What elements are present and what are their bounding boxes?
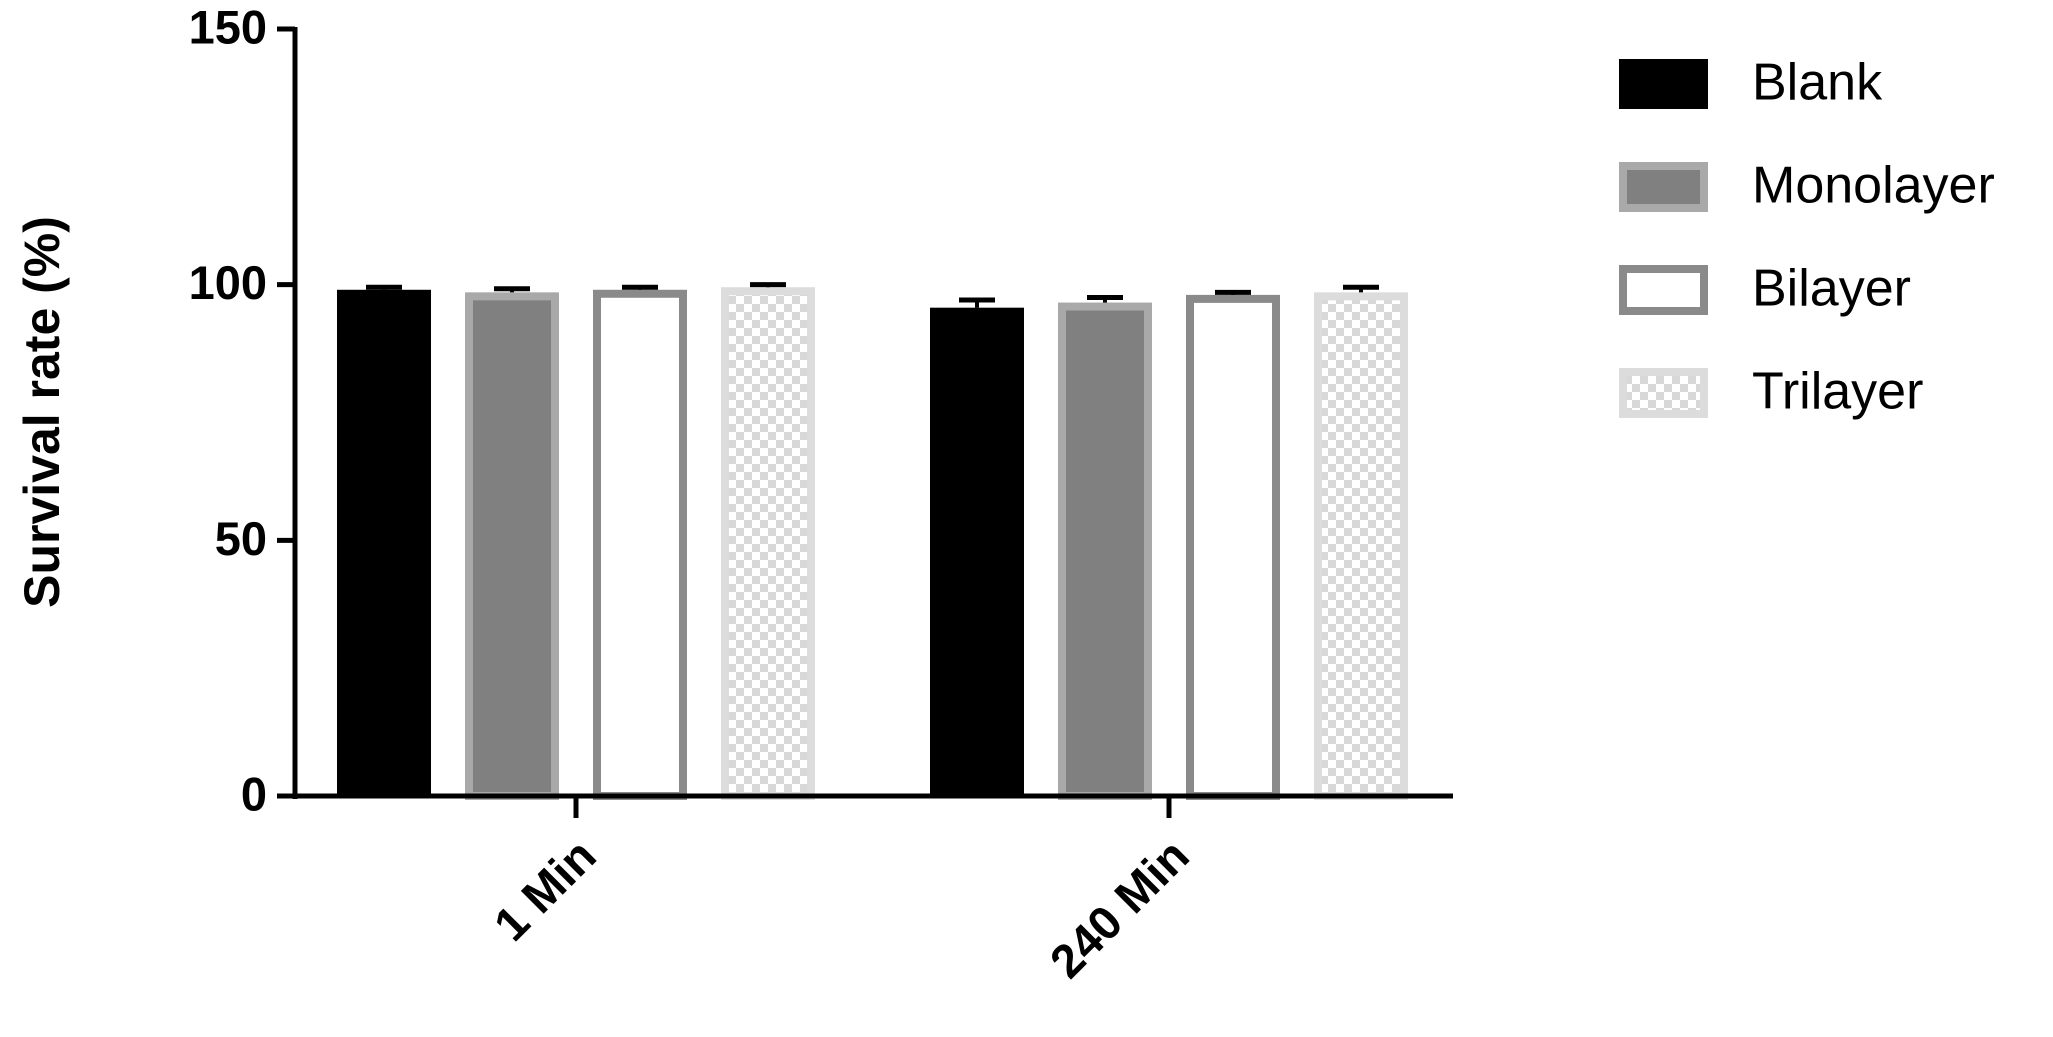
y-tick-label: 0 [241, 767, 267, 820]
bar [721, 287, 815, 800]
y-tick-label: 100 [189, 256, 267, 309]
legend-label: Blank [1752, 54, 1883, 112]
bar [1314, 292, 1408, 800]
y-axis-title: Survival rate (%) [14, 216, 70, 608]
bar [930, 307, 1024, 796]
error-bar [494, 286, 530, 293]
error-bar [1087, 294, 1123, 303]
x-tick-label: 240 Min [1039, 828, 1198, 987]
legend-swatch [1619, 162, 1708, 212]
legend-label: Trilayer [1752, 363, 1923, 421]
bar [1186, 294, 1280, 800]
error-bar [622, 284, 658, 290]
y-tick-label: 50 [215, 512, 267, 565]
legend-label: Bilayer [1752, 260, 1911, 318]
legend-swatch [1619, 265, 1708, 315]
bar [337, 289, 431, 796]
error-bar [959, 297, 995, 308]
bar [1058, 302, 1152, 800]
bar [593, 289, 687, 800]
legend-swatch [1619, 59, 1708, 109]
error-bar [750, 282, 786, 288]
bar [465, 292, 559, 800]
error-bar [366, 284, 402, 290]
error-bar [1215, 289, 1251, 295]
y-tick-label: 150 [189, 0, 267, 53]
legend-label: Monolayer [1752, 157, 1995, 215]
error-bar [1343, 284, 1379, 293]
x-tick-label: 1 Min [483, 828, 605, 950]
legend-swatch [1619, 368, 1708, 418]
